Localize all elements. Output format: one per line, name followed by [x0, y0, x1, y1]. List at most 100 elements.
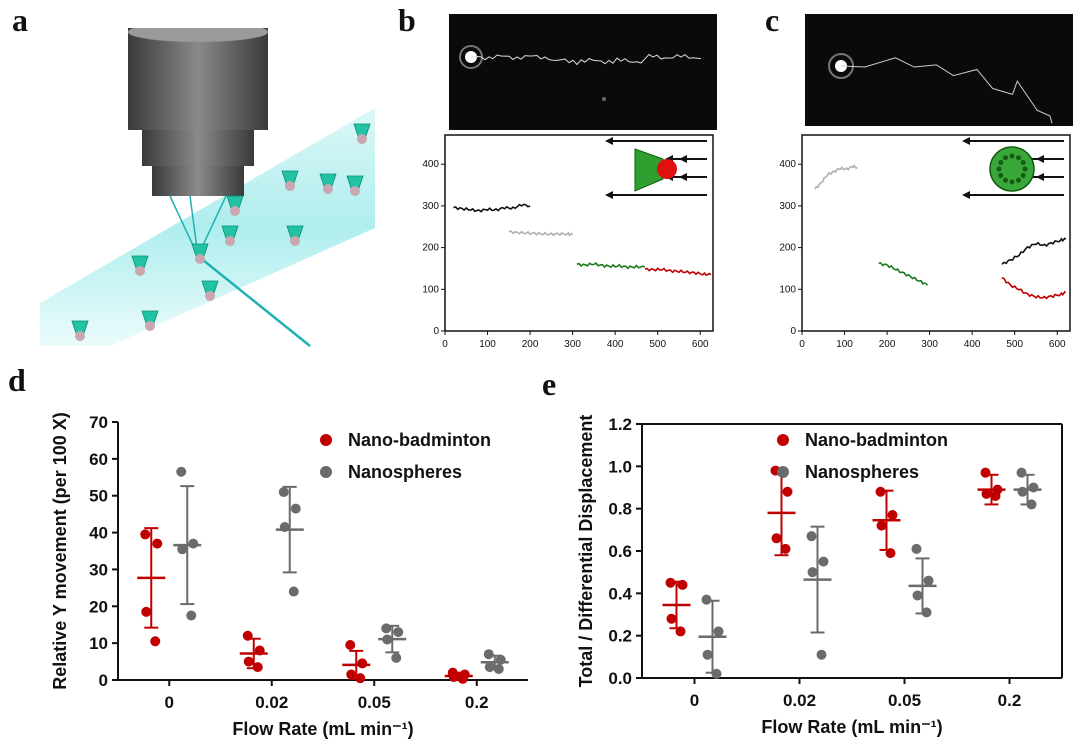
- data-point: [177, 544, 188, 555]
- y-tick-label: 0.4: [608, 584, 632, 603]
- data-point: [1028, 482, 1039, 493]
- flow-arrowhead: [962, 191, 970, 199]
- y-tick-label: 300: [422, 201, 439, 212]
- data-point: [152, 538, 163, 549]
- nanosphere-pore: [1009, 153, 1015, 159]
- plot-frame: [444, 134, 714, 332]
- y-tick-label: 0: [433, 326, 439, 337]
- data-point: [885, 548, 896, 559]
- y-tick-label: 70: [89, 413, 108, 432]
- nano-badminton-particle: [141, 310, 159, 331]
- data-point: [713, 626, 724, 637]
- legend-label: Nanospheres: [348, 462, 462, 482]
- nanosphere-pore: [1022, 166, 1028, 172]
- data-point: [912, 590, 923, 601]
- data-point: [806, 531, 817, 542]
- nanosphere-pore: [1003, 177, 1008, 183]
- legend-marker: [320, 434, 332, 446]
- y-tick-label: 100: [422, 284, 439, 295]
- data-point: [911, 543, 922, 554]
- y-axis-label: Total / Differential Displacement: [576, 415, 596, 688]
- x-tick-label: 0: [442, 339, 448, 350]
- data-point: [254, 645, 265, 656]
- data-point: [346, 669, 357, 680]
- trajectory-series-black: [1001, 237, 1067, 265]
- x-tick-label: 0.02: [255, 693, 288, 712]
- flow-arrowhead: [605, 191, 613, 199]
- data-point: [711, 668, 722, 679]
- x-axis-label: Flow Rate (mL min⁻¹): [761, 717, 942, 737]
- data-point: [188, 538, 199, 549]
- scatter-chart-d: 0 10 20 30 40 50 60 70 0 0.02 0.05 0.2 Flow Rate (mL…: [50, 412, 528, 739]
- data-point: [1026, 499, 1037, 510]
- trajectory-chart-c: 0 100 200 300 400 500 600 0 100 200 300 400: [779, 134, 1071, 350]
- nano-badminton-particle: [71, 320, 89, 341]
- data-point: [242, 630, 253, 641]
- data-point: [990, 490, 1001, 501]
- data-point: [288, 586, 299, 597]
- trajectory-series-green: [878, 262, 929, 286]
- data-point: [355, 673, 366, 684]
- data-point: [1017, 486, 1028, 497]
- x-tick-label: 500: [1006, 339, 1023, 350]
- data-point: [279, 522, 290, 533]
- data-point: [140, 529, 151, 540]
- y-tick-label: 1.2: [608, 415, 632, 434]
- data-point: [981, 488, 992, 499]
- data-point: [887, 510, 898, 521]
- data-point: [701, 594, 712, 605]
- y-tick-label: 40: [89, 524, 108, 543]
- legend-marker: [320, 466, 332, 478]
- badminton-head-icon: [657, 159, 677, 179]
- x-tick-label: 0.2: [465, 693, 489, 712]
- data-point: [345, 639, 356, 650]
- data-point: [702, 649, 713, 660]
- badminton-model-icon: [634, 148, 664, 192]
- y-tick-label: 10: [89, 634, 108, 653]
- x-tick-label: 0: [165, 693, 174, 712]
- nanosphere-pore: [1009, 179, 1015, 185]
- trajectory-series-red: [644, 267, 712, 277]
- data-point: [483, 649, 494, 660]
- y-tick-label: 0.6: [608, 542, 632, 561]
- objective-lens-top: [128, 28, 268, 130]
- objective-lens-cap: [128, 28, 268, 42]
- y-tick-label: 0.2: [608, 627, 632, 646]
- data-point: [290, 503, 301, 514]
- data-point: [141, 606, 152, 617]
- data-point: [876, 520, 887, 531]
- trajectory-series-black: [453, 203, 531, 213]
- y-tick-label: 400: [422, 159, 439, 170]
- data-point: [875, 486, 886, 497]
- flow-arrowhead: [679, 173, 687, 181]
- nanosphere-pore: [1020, 173, 1026, 178]
- nano-badminton-particle: [221, 225, 239, 246]
- flow-arrowhead: [962, 137, 970, 145]
- y-tick-label: 60: [89, 450, 108, 469]
- nanosphere-pore: [1016, 155, 1021, 161]
- data-point: [923, 575, 934, 586]
- data-point: [382, 634, 393, 645]
- x-tick-label: 200: [879, 339, 896, 350]
- panel-label-e: e: [542, 366, 557, 402]
- y-tick-label: 20: [89, 597, 108, 616]
- flow-arrowhead: [605, 137, 613, 145]
- data-point: [675, 626, 686, 637]
- data-point: [1016, 467, 1027, 478]
- legend-label: Nano-badminton: [348, 430, 491, 450]
- y-tick-label: 200: [779, 243, 796, 254]
- nano-badminton-particle: [201, 280, 219, 301]
- flow-arrowhead: [679, 155, 687, 163]
- legend-marker: [777, 466, 789, 478]
- flow-arrowhead: [1036, 173, 1044, 181]
- data-point: [771, 533, 782, 544]
- data-point: [782, 486, 793, 497]
- x-tick-label: 300: [921, 339, 938, 350]
- legend-marker: [777, 434, 789, 446]
- data-point: [818, 556, 829, 567]
- x-axis-label: Flow Rate (mL min⁻¹): [232, 719, 413, 739]
- y-tick-label: 50: [89, 487, 108, 506]
- trajectory-series-lightgray: [814, 164, 858, 190]
- data-point: [150, 636, 161, 647]
- y-axis-label: Relative Y movement (per 100 X): [50, 412, 70, 689]
